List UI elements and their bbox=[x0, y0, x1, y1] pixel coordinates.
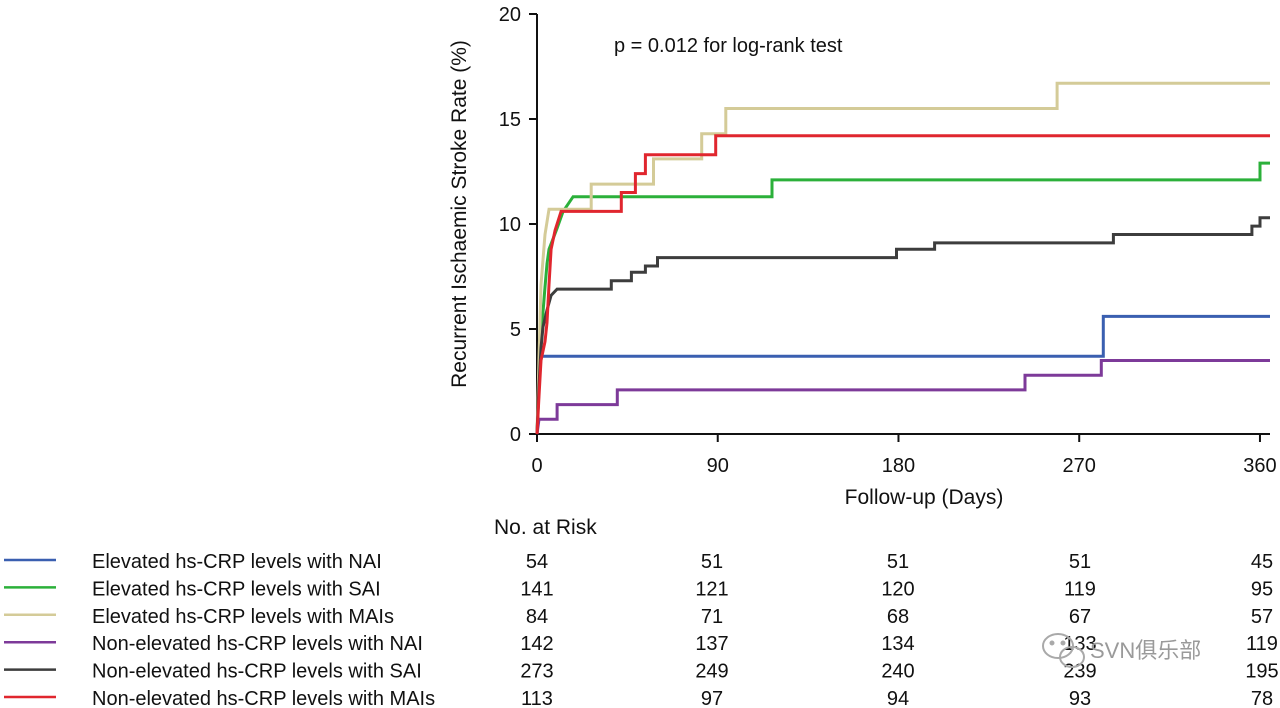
risk-row-label-2: Elevated hs-CRP levels with SAI bbox=[92, 578, 381, 600]
risk-value-3-1: 84 bbox=[526, 606, 548, 628]
x-tick-label-0: 0 bbox=[531, 455, 542, 477]
risk-value-6-1: 113 bbox=[521, 688, 553, 708]
risk-value-1-3: 51 bbox=[887, 551, 909, 573]
risk-row-label-3: Elevated hs-CRP levels with MAIs bbox=[92, 606, 394, 628]
wechat-icon bbox=[1042, 633, 1085, 668]
pvalue-annotation: p = 0.012 for log-rank test bbox=[614, 35, 843, 57]
risk-value-2-4: 119 bbox=[1064, 578, 1096, 600]
risk-value-4-2: 137 bbox=[695, 633, 728, 655]
risk-value-5-3: 240 bbox=[881, 661, 914, 683]
y-tick-label-10: 10 bbox=[499, 214, 521, 236]
y-tick-label-20: 20 bbox=[499, 4, 521, 26]
risk-value-6-5: 78 bbox=[1251, 688, 1273, 708]
risk-row-label-5: Non-elevated hs-CRP levels with SAI bbox=[92, 661, 422, 683]
x-axis-label: Follow-up (Days) bbox=[845, 486, 1004, 509]
risk-value-3-3: 68 bbox=[887, 606, 909, 628]
x-tick-label-180: 180 bbox=[882, 455, 915, 477]
risk-row-label-6: Non-elevated hs-CRP levels with MAIs bbox=[92, 688, 435, 708]
risk-value-3-5: 57 bbox=[1251, 606, 1273, 628]
risk-value-1-2: 51 bbox=[701, 551, 723, 573]
risk-row-label-1: Elevated hs-CRP levels with NAI bbox=[92, 551, 382, 573]
risk-value-2-1: 141 bbox=[520, 578, 553, 600]
risk-value-4-1: 142 bbox=[520, 633, 553, 655]
risk-value-6-4: 93 bbox=[1069, 688, 1091, 708]
axes: 0 5 10 15 20 0 90 180 270 360 bbox=[499, 4, 1277, 477]
risk-value-4-5: 119 bbox=[1246, 633, 1278, 655]
risk-table-title: No. at Risk bbox=[494, 516, 597, 539]
series-line-4 bbox=[535, 359, 1270, 435]
watermark: SVN俱乐部 bbox=[1042, 633, 1201, 668]
series-lines bbox=[535, 81, 1270, 435]
x-tick-label-270: 270 bbox=[1063, 455, 1096, 477]
series-line-5 bbox=[535, 216, 1270, 435]
series-line-2 bbox=[535, 161, 1270, 435]
risk-value-2-5: 95 bbox=[1251, 578, 1273, 600]
risk-table: No. at Risk Elevated hs-CRP levels with … bbox=[4, 516, 1279, 708]
series-line-1 bbox=[535, 314, 1270, 435]
risk-value-3-4: 67 bbox=[1069, 606, 1091, 628]
risk-value-1-5: 45 bbox=[1251, 551, 1273, 573]
series-line-3 bbox=[535, 81, 1270, 435]
risk-value-4-3: 134 bbox=[881, 633, 914, 655]
y-tick-label-15: 15 bbox=[499, 109, 521, 131]
watermark-text: SVN俱乐部 bbox=[1090, 638, 1201, 663]
risk-value-1-1: 54 bbox=[526, 551, 548, 573]
x-tick-label-360: 360 bbox=[1243, 455, 1276, 477]
risk-value-1-4: 51 bbox=[1069, 551, 1091, 573]
risk-value-3-2: 71 bbox=[701, 606, 723, 628]
risk-value-5-5: 195 bbox=[1245, 661, 1278, 683]
risk-row-label-4: Non-elevated hs-CRP levels with NAI bbox=[92, 633, 423, 655]
risk-value-5-1: 273 bbox=[520, 661, 553, 683]
risk-value-2-3: 120 bbox=[881, 578, 914, 600]
y-axis-label: Recurrent Ischaemic Stroke Rate (%) bbox=[448, 40, 471, 388]
y-tick-label-0: 0 bbox=[510, 424, 521, 446]
y-tick-label-5: 5 bbox=[510, 319, 521, 341]
risk-value-2-2: 121 bbox=[695, 578, 728, 600]
risk-value-6-2: 97 bbox=[701, 688, 723, 708]
x-tick-label-90: 90 bbox=[707, 455, 729, 477]
risk-value-5-2: 249 bbox=[695, 661, 728, 683]
risk-value-6-3: 94 bbox=[887, 688, 909, 708]
series-line-6 bbox=[535, 134, 1270, 435]
